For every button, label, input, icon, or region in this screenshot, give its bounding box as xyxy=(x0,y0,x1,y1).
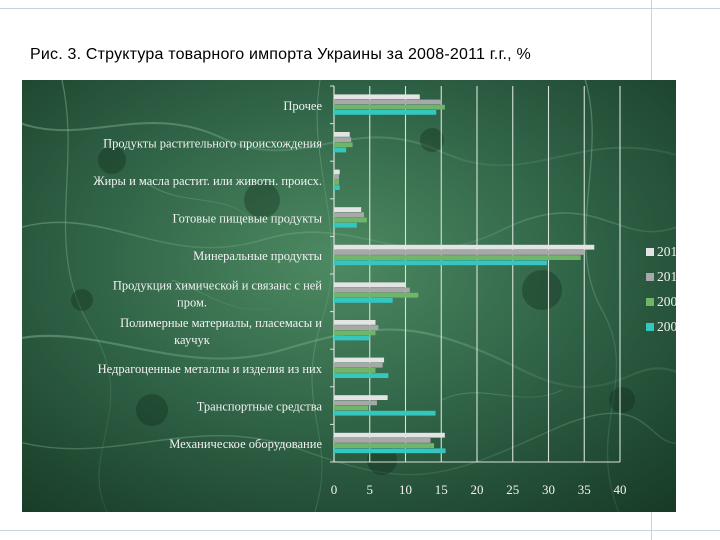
page-title: Рис. 3. Структура товарного импорта Укра… xyxy=(30,46,531,63)
chart-panel: Прочее Продукты растительного происхожден… xyxy=(22,80,676,512)
bar-2009-8 xyxy=(334,368,376,373)
legend-swatch-2008 xyxy=(646,323,654,331)
x-tick-label: 10 xyxy=(399,482,412,497)
legend-swatch-2011 xyxy=(646,248,654,256)
legend-label-2008: 2008 xyxy=(657,319,676,334)
x-tick-label: 20 xyxy=(471,482,484,497)
x-tick-label: 25 xyxy=(506,482,519,497)
bar-2010-1 xyxy=(334,99,442,105)
category-label: Транспортные средства xyxy=(197,400,323,414)
category-label: Готовые пищевые продукты xyxy=(173,212,323,226)
x-tick-label: 30 xyxy=(542,482,555,497)
bar-2008-2 xyxy=(334,147,347,153)
bar-2008-6 xyxy=(334,298,393,303)
bar-2010-7 xyxy=(334,325,379,330)
bar-2008-4 xyxy=(334,222,357,228)
frame-line-top xyxy=(0,8,720,9)
bar-2009-2 xyxy=(334,142,353,148)
bar-2011-7 xyxy=(334,320,376,325)
frame-line-bottom xyxy=(0,530,720,531)
bar-2011-6 xyxy=(334,282,406,288)
bar-2010-8 xyxy=(334,362,383,368)
bar-2009-7 xyxy=(334,330,376,336)
bar-2008-3 xyxy=(334,185,340,190)
bar-2008-9 xyxy=(334,410,436,416)
category-label: Полимерные материалы, пласемасы и xyxy=(120,316,322,330)
bar-2009-3 xyxy=(334,180,340,185)
bar-2011-3 xyxy=(334,169,340,175)
bar-2008-7 xyxy=(334,335,370,341)
bar-2008-10 xyxy=(334,448,446,454)
bar-2010-4 xyxy=(334,212,365,218)
bar-2008-5 xyxy=(334,260,548,266)
category-label: пром. xyxy=(177,295,207,309)
bar-2011-10 xyxy=(334,432,445,438)
bar-2011-5 xyxy=(334,244,595,250)
category-label: Продукция химической и связанс с ней xyxy=(113,278,322,292)
bar-2011-4 xyxy=(334,207,362,212)
x-tick-label: 5 xyxy=(367,482,374,497)
bar-2011-9 xyxy=(334,395,388,400)
bar-2011-8 xyxy=(334,357,385,363)
x-tick-label: 0 xyxy=(331,482,338,497)
bar-2010-9 xyxy=(334,400,377,406)
bar-2009-5 xyxy=(334,255,581,260)
bar-2009-4 xyxy=(334,217,367,223)
bar-2008-8 xyxy=(334,373,389,378)
bar-2011-2 xyxy=(334,132,350,137)
category-label: Механическое оборудование xyxy=(169,437,322,451)
bar-2010-5 xyxy=(334,250,585,255)
legend-label-2009: 2009 xyxy=(657,294,676,309)
bar-2010-10 xyxy=(334,438,431,443)
bar-2009-1 xyxy=(334,104,445,110)
bar-2010-2 xyxy=(334,137,352,142)
x-tick-label: 35 xyxy=(578,482,591,497)
marble-speckles xyxy=(71,128,635,475)
legend-swatch-2009 xyxy=(646,298,654,306)
bar-2011-1 xyxy=(334,94,420,100)
bar-2009-9 xyxy=(334,405,369,411)
bar-2010-3 xyxy=(334,174,340,180)
legend-swatch-2010 xyxy=(646,273,654,281)
marble-texture xyxy=(22,80,676,512)
category-label: Недрагоценные металлы и изделия из них xyxy=(98,362,323,376)
category-label: Прочее xyxy=(283,99,322,113)
category-label: Продукты растительного происхождения xyxy=(103,136,322,150)
category-label: каучук xyxy=(174,333,211,347)
x-tick-label: 15 xyxy=(435,482,448,497)
bar-2008-1 xyxy=(334,110,437,115)
category-label: Жиры и масла растит. или животн. происх. xyxy=(93,174,322,188)
legend-label-2011: 2011 xyxy=(657,244,676,259)
category-label: Минеральные продукты xyxy=(193,249,322,263)
import-structure-chart: Прочее Продукты растительного происхожден… xyxy=(22,80,676,512)
bar-2009-10 xyxy=(334,443,435,448)
bar-2010-6 xyxy=(334,287,410,293)
legend-label-2010: 2010 xyxy=(657,269,676,284)
x-tick-label: 40 xyxy=(614,482,627,497)
bar-2009-6 xyxy=(334,292,419,298)
